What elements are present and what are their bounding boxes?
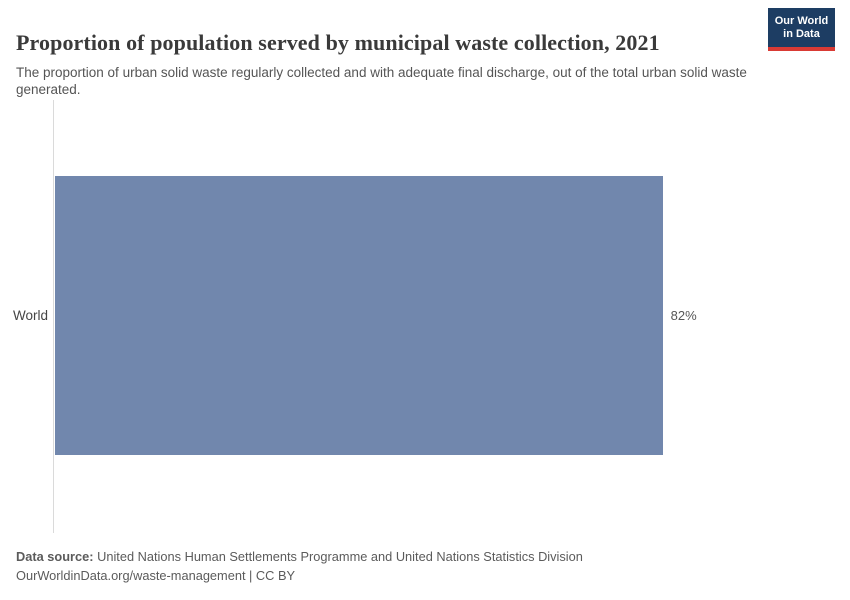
data-source-label: Data source: [16,549,94,564]
data-source-text: United Nations Human Settlements Program… [93,549,583,564]
owid-logo-line1: Our World [774,14,829,27]
data-source-line: Data source: United Nations Human Settle… [16,548,816,567]
chart-footer: Data source: United Nations Human Settle… [16,548,816,585]
bar-row-world: 82% [55,176,796,455]
owid-logo[interactable]: Our World in Data [768,8,835,51]
license-line: OurWorldinData.org/waste-management | CC… [16,567,296,583]
owid-logo-line2: in Data [783,27,820,40]
entity-label-world: World [12,308,48,323]
value-label-world: 82% [670,308,697,323]
chart-subtitle: The proportion of urban solid waste regu… [16,64,747,98]
chart-title: Proportion of population served by munic… [16,29,660,55]
y-axis-line [53,100,54,533]
bar-world[interactable] [55,176,663,455]
